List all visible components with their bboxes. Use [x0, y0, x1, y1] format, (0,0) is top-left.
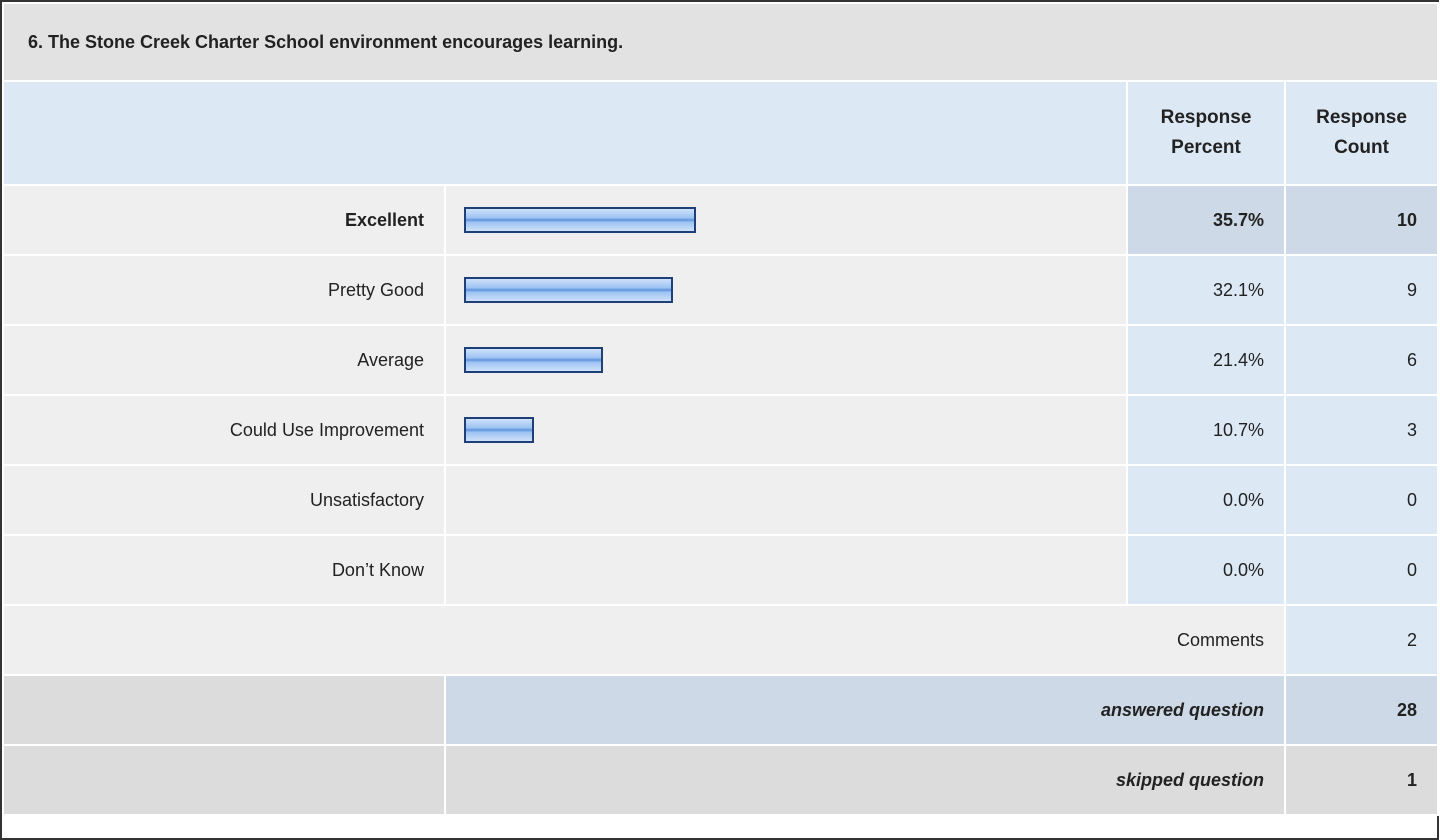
comments-row: Comments 2	[2, 604, 1440, 676]
response-count: 3	[1283, 394, 1440, 466]
bar-cell	[444, 464, 1128, 536]
bar-cell	[444, 324, 1128, 396]
skipped-label: skipped question	[444, 744, 1286, 816]
response-percent: 10.7%	[1126, 394, 1286, 466]
answer-row: Could Use Improvement 10.7% 3	[2, 394, 1440, 466]
response-count: 9	[1283, 254, 1440, 326]
bar	[464, 277, 673, 303]
response-count: 6	[1283, 324, 1440, 396]
answer-label: Excellent	[2, 184, 446, 256]
skipped-count: 1	[1283, 744, 1440, 816]
response-count: 10	[1283, 184, 1440, 256]
header-row: Response Percent Response Count	[2, 80, 1440, 186]
header-blank	[2, 80, 1128, 186]
answer-label: Average	[2, 324, 446, 396]
bar-cell	[444, 534, 1128, 606]
answered-row: answered question 28	[2, 674, 1440, 746]
answer-label: Don’t Know	[2, 534, 446, 606]
bar	[464, 417, 534, 443]
column-header: Response Percent	[1126, 80, 1286, 186]
answer-label: Could Use Improvement	[2, 394, 446, 466]
comments-label: Comments	[2, 604, 1286, 676]
bar-cell	[444, 254, 1128, 326]
answer-row: Unsatisfactory 0.0% 0	[2, 464, 1440, 536]
column-header: Response Count	[1283, 80, 1440, 186]
response-count: 0	[1283, 464, 1440, 536]
answer-label: Unsatisfactory	[2, 464, 446, 536]
bar	[464, 347, 604, 373]
results-table: 6. The Stone Creek Charter School enviro…	[1, 2, 1440, 816]
skipped-blank	[2, 744, 446, 816]
answered-label: answered question	[444, 674, 1286, 746]
bar-cell	[444, 394, 1128, 466]
response-percent: 21.4%	[1126, 324, 1286, 396]
bar	[464, 207, 697, 233]
answered-count: 28	[1283, 674, 1440, 746]
bar-cell	[444, 184, 1128, 256]
response-count: 0	[1283, 534, 1440, 606]
answer-row: Average 21.4% 6	[2, 324, 1440, 396]
answer-label: Pretty Good	[2, 254, 446, 326]
response-percent: 0.0%	[1126, 534, 1286, 606]
comments-count: 2	[1283, 604, 1440, 676]
answer-row: Don’t Know 0.0% 0	[2, 534, 1440, 606]
skipped-row: skipped question 1	[2, 744, 1440, 816]
answer-row: Pretty Good 32.1% 9	[2, 254, 1440, 326]
response-percent: 32.1%	[1126, 254, 1286, 326]
answered-blank	[2, 674, 446, 746]
title-row: 6. The Stone Creek Charter School enviro…	[1, 2, 1440, 82]
response-percent: 0.0%	[1126, 464, 1286, 536]
question-title: 6. The Stone Creek Charter School enviro…	[1, 2, 1440, 82]
response-percent: 35.7%	[1126, 184, 1286, 256]
answer-row: Excellent 35.7% 10	[2, 184, 1440, 256]
